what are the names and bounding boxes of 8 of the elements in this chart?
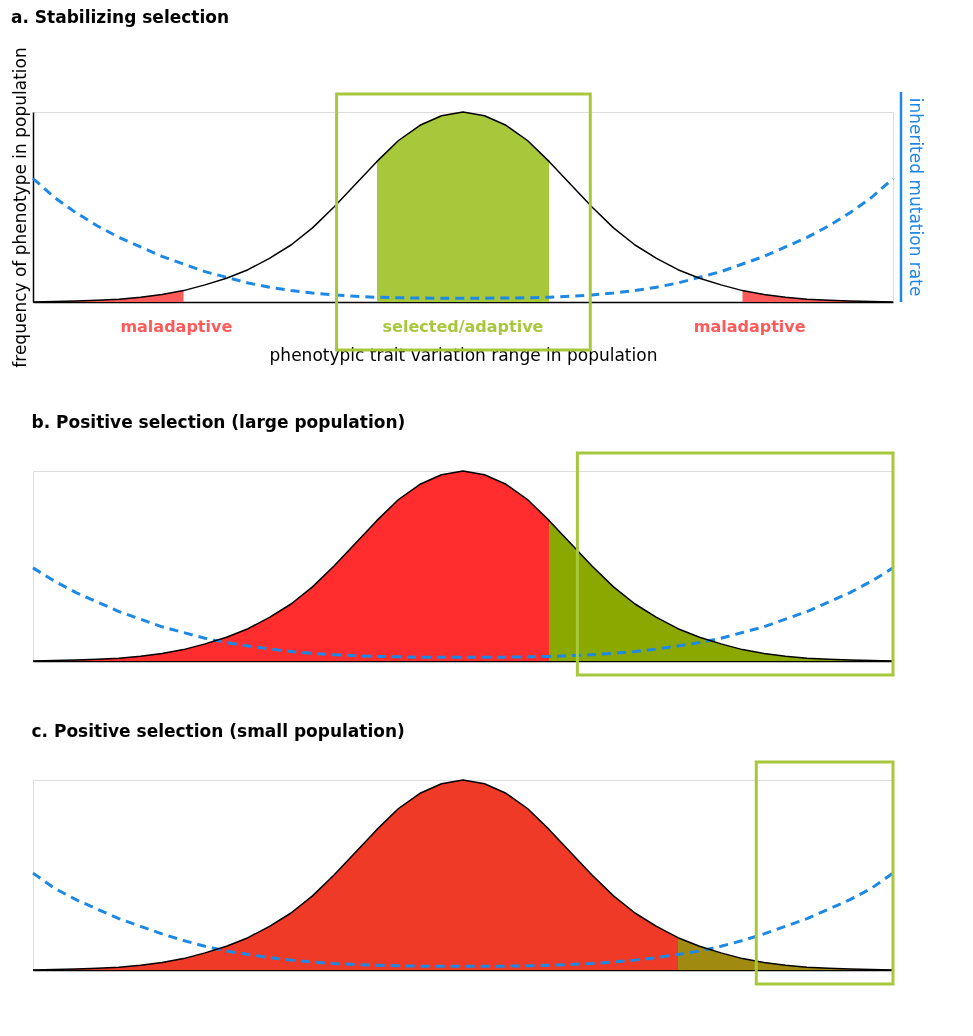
y2-axis-title: inherited mutation rate — [906, 97, 926, 297]
chart-title: b. Positive selection (large population) — [31, 411, 406, 432]
text: selected/adaptive — [382, 317, 544, 336]
y-axis-title: frequency of phenotype in population — [9, 47, 30, 368]
chart-title: c. Positive selection (small population) — [31, 720, 405, 741]
text: maladaptive — [693, 317, 806, 336]
text: maladaptive — [120, 317, 233, 336]
chart-title: a. Stabilizing selection — [11, 6, 230, 27]
